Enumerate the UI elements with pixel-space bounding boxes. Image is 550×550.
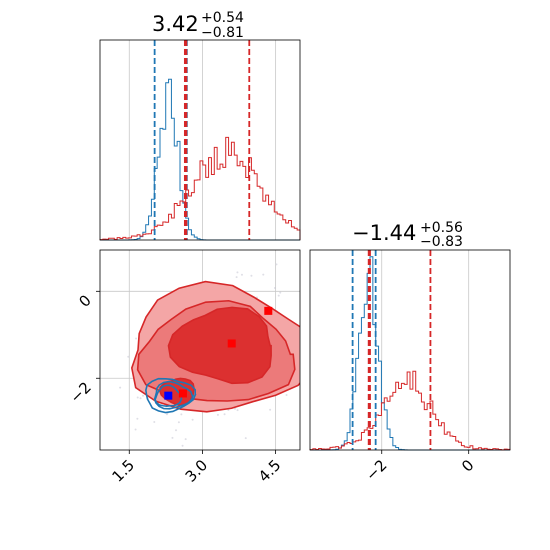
title-1-minus: −0.81 [201, 25, 244, 41]
red-contour [167, 306, 272, 385]
quantile-lines [153, 40, 251, 240]
histogram-step-line [100, 78, 300, 241]
sample-point [177, 421, 180, 424]
density-contours [130, 280, 300, 414]
tick-label: 4.5 [255, 456, 285, 486]
sample-point [181, 444, 184, 447]
sample-point [244, 437, 247, 440]
sample-point [156, 461, 158, 463]
x-axis-ticks: 1.5 3.0 4.5 [108, 450, 284, 486]
sample-point [324, 288, 326, 290]
sample-point [285, 393, 288, 396]
sample-point [343, 270, 345, 272]
blue-contour [145, 377, 197, 414]
sample-point [277, 294, 280, 297]
sample-point [184, 438, 187, 441]
sample-point [345, 299, 347, 301]
axes-frame [309, 249, 511, 451]
x-axis-ticks: −2 0 [362, 450, 478, 484]
sample-point [240, 273, 243, 276]
sample-point [191, 418, 194, 421]
sample-point [127, 355, 130, 358]
sample-point [250, 274, 253, 277]
sample-point [300, 327, 302, 329]
grid-lines [381, 250, 470, 450]
histogram-step-line [309, 370, 511, 451]
sample-point [92, 415, 94, 417]
sample-point [343, 230, 345, 232]
title-1-plus: +0.54 [201, 10, 244, 26]
sample-point [119, 386, 122, 389]
tick-label: 0 [458, 456, 477, 475]
blue-contour [154, 384, 183, 408]
sample-point [234, 407, 237, 410]
sample-point [171, 436, 174, 439]
sample-point [216, 413, 219, 416]
title-2-minus: −0.83 [420, 234, 463, 250]
sample-point [236, 271, 239, 274]
quantile-lines [351, 250, 432, 450]
tick-label: −2 [362, 456, 390, 484]
tick-label: 1.5 [108, 456, 138, 486]
title-1-value: 3.42 [152, 12, 199, 36]
sample-point [141, 394, 144, 397]
grid-lines [128, 40, 277, 240]
sample-point [269, 408, 272, 411]
histogram-steps [99, 78, 301, 241]
histogram-step-line [99, 136, 301, 241]
sample-point [135, 337, 138, 340]
red-marker [264, 306, 273, 315]
red-marker [227, 339, 236, 348]
sample-point [275, 263, 278, 266]
sample-point [279, 291, 282, 294]
histogram-step-line [310, 256, 510, 451]
sample-point [175, 429, 178, 432]
sample-point [134, 428, 137, 431]
truth-markers [164, 306, 273, 400]
sample-point [136, 396, 139, 399]
sample-point [311, 313, 313, 315]
sample-point [323, 282, 325, 284]
title-2-plus: +0.56 [420, 220, 463, 236]
histogram-steps [309, 256, 511, 451]
blue-marker [164, 391, 173, 400]
red-marker [178, 389, 187, 398]
sample-point [313, 268, 315, 270]
tick-label: 0 [75, 291, 94, 310]
sample-point [139, 397, 142, 400]
y-axis-ticks: −2 0 [66, 290, 100, 407]
sample-point [153, 421, 156, 424]
tick-label: −2 [66, 378, 94, 406]
title-2-value: −1.44 [352, 221, 416, 245]
axes-frame [99, 39, 301, 241]
title-param-2: −1.44 +0.56 −0.83 [352, 220, 463, 250]
title-param-1: 3.42 +0.54 −0.81 [152, 10, 244, 41]
sample-point [74, 420, 76, 422]
axes-frame [99, 249, 301, 451]
sample-point [223, 413, 226, 416]
sample-point [236, 409, 239, 412]
tick-label: 3.0 [182, 456, 212, 486]
sample-point [262, 273, 265, 276]
sample-point [262, 228, 264, 230]
sample-point [289, 231, 291, 233]
histogram-panel-param-1 [99, 39, 301, 241]
joint-panel: 1.5 3.0 4.5 −2 0 [66, 228, 347, 486]
sample-point [235, 276, 238, 279]
sample-point [273, 287, 276, 290]
histogram-panel-param-2: −2 0 [309, 249, 511, 484]
sample-point [136, 417, 139, 420]
sample-point [180, 413, 183, 416]
